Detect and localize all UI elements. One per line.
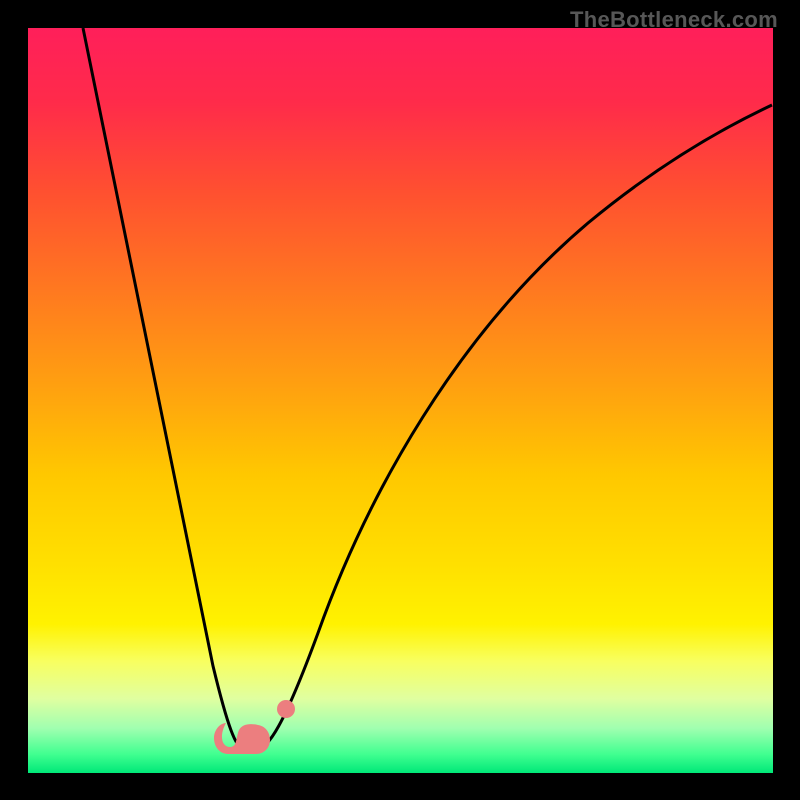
dot-marker [277, 700, 295, 718]
chart-area [28, 28, 773, 773]
outer-frame: TheBottleneck.com [0, 0, 800, 800]
chart-svg [28, 28, 773, 773]
gradient-bg [28, 28, 773, 773]
